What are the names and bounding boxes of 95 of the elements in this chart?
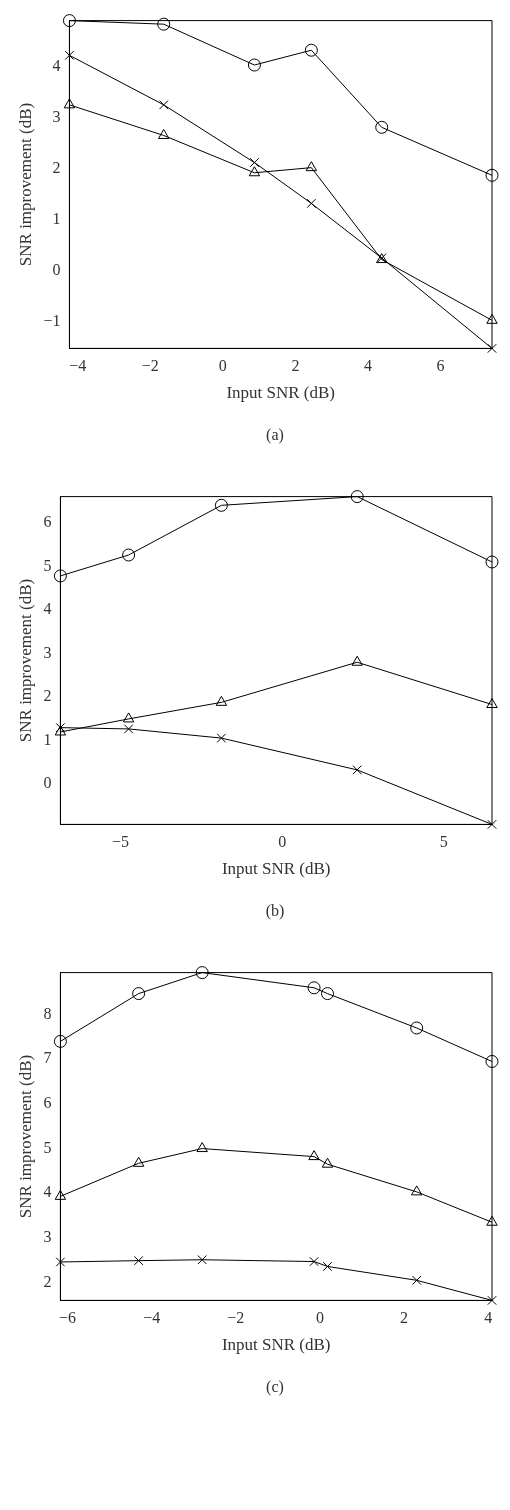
y-tick-label: 2 xyxy=(43,1272,52,1290)
point xyxy=(122,548,136,562)
y-tick-label: 5 xyxy=(43,1138,52,1156)
point xyxy=(411,1185,423,1196)
point xyxy=(123,724,134,734)
x-tick-label: 5 xyxy=(439,833,448,851)
point xyxy=(55,1257,66,1267)
y-tick-label: 4 xyxy=(43,1183,52,1201)
y-axis-title: SNR improvement (dB) xyxy=(15,102,35,267)
point xyxy=(351,655,363,666)
text: (c) xyxy=(265,1378,285,1396)
point xyxy=(352,765,362,775)
y-tick-label: 3 xyxy=(52,107,61,125)
point xyxy=(486,1215,498,1226)
point xyxy=(249,157,260,168)
x-tick-label: −6 xyxy=(59,1309,77,1327)
point xyxy=(215,695,228,706)
point xyxy=(375,120,389,134)
point xyxy=(307,981,321,995)
point xyxy=(133,1255,144,1266)
point xyxy=(248,166,261,177)
y-tick-label: 3 xyxy=(43,1228,52,1246)
x-tick-label: −4 xyxy=(143,1309,161,1327)
point xyxy=(308,1150,320,1161)
point xyxy=(350,490,364,504)
x-tick-label: 0 xyxy=(218,357,227,375)
point xyxy=(214,498,228,512)
y-tick-label: 3 xyxy=(43,643,52,661)
point xyxy=(132,1156,145,1167)
point xyxy=(63,98,76,109)
point xyxy=(322,1261,333,1272)
point xyxy=(53,1034,67,1048)
point xyxy=(306,198,317,209)
x-tick-label: −4 xyxy=(69,357,87,375)
x-tick-label: −2 xyxy=(141,357,159,375)
y-tick-label: 0 xyxy=(52,260,61,278)
y-axis-title: SNR improvement (dB) xyxy=(15,578,35,743)
y-tick-label: 2 xyxy=(43,687,52,705)
point xyxy=(309,1256,319,1267)
y-tick-label: 4 xyxy=(43,600,52,618)
x-tick-label: 4 xyxy=(363,357,372,375)
x-tick-label: 0 xyxy=(315,1309,324,1327)
point xyxy=(376,253,388,264)
text: (a) xyxy=(265,426,285,444)
point xyxy=(157,17,171,31)
x-axis-title: Input SNR (dB) xyxy=(221,1335,331,1355)
x-tick-label: 0 xyxy=(278,833,287,851)
point xyxy=(158,100,169,110)
point xyxy=(321,987,335,1001)
y-tick-label: 1 xyxy=(43,730,52,748)
y-axis-title: SNR improvement (dB) xyxy=(15,1054,35,1219)
point xyxy=(487,343,497,354)
point xyxy=(216,733,227,743)
y-tick-label: 0 xyxy=(43,774,52,792)
point xyxy=(486,313,498,324)
text: (b) xyxy=(264,902,286,920)
x-tick-label: 2 xyxy=(400,1309,409,1327)
point xyxy=(485,555,499,569)
y-tick-label: 4 xyxy=(52,56,61,74)
x-tick-label: 6 xyxy=(436,357,445,375)
x-axis-title: Input SNR (dB) xyxy=(226,383,336,403)
x-tick-label: 4 xyxy=(484,1309,493,1327)
point xyxy=(486,698,498,709)
point xyxy=(196,1142,208,1153)
point xyxy=(62,14,76,28)
y-tick-label: 5 xyxy=(43,556,52,574)
x-axis-title: Input SNR (dB) xyxy=(221,859,331,879)
point xyxy=(485,168,499,182)
y-tick-label: 6 xyxy=(43,1094,52,1112)
x-tick-label: 2 xyxy=(291,357,300,375)
point xyxy=(321,1157,334,1168)
x-tick-label: −2 xyxy=(227,1309,245,1327)
point xyxy=(487,1295,497,1306)
y-tick-label: −1 xyxy=(43,312,61,330)
point xyxy=(247,58,261,72)
point xyxy=(485,1054,499,1068)
point xyxy=(122,712,135,723)
point xyxy=(197,1255,207,1265)
x-tick-label: −5 xyxy=(112,833,130,851)
y-tick-label: 2 xyxy=(52,158,61,176)
point xyxy=(411,1275,422,1286)
y-tick-label: 8 xyxy=(43,1004,52,1022)
point xyxy=(195,966,209,980)
y-tick-label: 7 xyxy=(43,1049,52,1067)
point xyxy=(54,1189,67,1200)
point xyxy=(487,819,497,830)
y-tick-label: 1 xyxy=(52,209,61,227)
y-tick-label: 6 xyxy=(43,512,52,530)
point xyxy=(304,43,318,57)
point xyxy=(410,1021,424,1035)
point xyxy=(158,128,170,139)
point xyxy=(53,569,67,583)
point xyxy=(132,987,146,1001)
point xyxy=(305,161,318,172)
point xyxy=(64,50,75,61)
